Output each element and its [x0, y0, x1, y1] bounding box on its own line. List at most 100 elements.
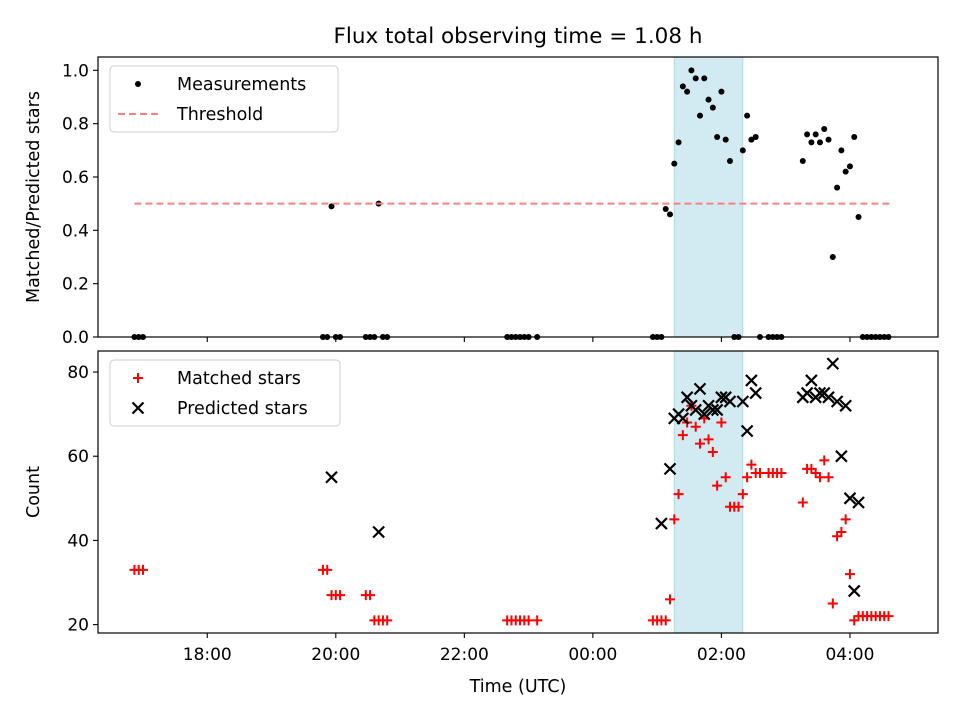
measurements-point	[855, 214, 862, 220]
predicted-stars-point	[839, 399, 852, 412]
measurements-legend-marker	[135, 81, 141, 87]
predicted-stars-legend-marker	[131, 401, 145, 415]
matched-stars-point	[883, 611, 894, 622]
y-tick-label: 60	[67, 447, 89, 467]
predicted-stars-point	[826, 357, 840, 370]
matched-stars-point	[716, 417, 727, 428]
measurements-point	[684, 88, 691, 95]
predicted-stars-point	[822, 391, 835, 404]
matched-stars-point	[754, 468, 765, 479]
predicted-stars-point	[749, 386, 762, 400]
measurements-point	[662, 206, 669, 212]
predicted-stars-point	[805, 374, 818, 387]
measurements-point	[808, 139, 815, 146]
measurements-point	[675, 139, 682, 146]
matched-stars-point	[322, 564, 333, 575]
measurements-point	[829, 254, 836, 260]
matched-stars-point	[660, 615, 671, 626]
x-tick-label: 00:00	[568, 645, 617, 665]
x-tick-label: 18:00	[183, 645, 232, 665]
matched-stars-point	[712, 480, 723, 491]
matched-stars-point	[677, 430, 688, 441]
predicted-stars-point	[723, 395, 737, 408]
measurements-point	[722, 136, 729, 143]
measurements-point	[718, 88, 725, 95]
matched-stars-point	[797, 497, 808, 508]
predicted-stars-point	[706, 403, 720, 417]
top-panel-y-ticks: 0.0 0.2 0.4 0.6 0.8 1.0	[62, 61, 98, 348]
matched-stars-point	[746, 459, 757, 470]
top-panel-frame	[97, 56, 939, 338]
y-tick-label: 80	[67, 363, 89, 383]
measurements-point	[328, 203, 335, 210]
predicted-stars-point	[325, 470, 338, 484]
x-tick-label: 20:00	[311, 645, 360, 665]
measurements-point	[726, 158, 733, 164]
measurements-point	[804, 131, 811, 138]
y-tick-label: 0.8	[62, 115, 89, 135]
measurements-point	[846, 163, 853, 170]
matched-stars-point	[690, 421, 701, 432]
y-tick-label: 0.2	[62, 275, 89, 295]
matched-stars-point	[335, 590, 346, 601]
matched-stars-point	[844, 569, 855, 580]
predicted-stars-point	[830, 395, 844, 408]
matched-stars-point	[664, 594, 675, 605]
predicted-stars-point	[813, 386, 827, 400]
predicted-stars-point	[710, 403, 724, 417]
y-tick-label: 20	[67, 616, 89, 636]
predicted-stars-point	[715, 391, 728, 404]
matched-stars-point	[365, 590, 376, 601]
predicted-stars-point	[655, 517, 668, 530]
x-tick-label: 04:00	[825, 645, 874, 665]
matched-stars-point	[823, 472, 834, 483]
measurements-point	[748, 136, 755, 143]
matched-stars-point	[742, 472, 753, 483]
x-axis-label: Time (UTC)	[469, 677, 567, 697]
matched-stars-point	[694, 438, 705, 449]
y-tick-label: 1.0	[62, 61, 89, 81]
threshold-legend-label: Threshold	[176, 105, 263, 125]
measurements-point	[688, 67, 695, 74]
matched-stars-point	[523, 615, 534, 626]
predicted-stars-point	[852, 496, 865, 509]
predicted-stars-point	[835, 449, 848, 463]
matched-stars-point	[819, 455, 830, 466]
predicted-stars-point	[740, 424, 754, 438]
matched-stars-legend-marker	[133, 373, 143, 383]
measurements-point	[851, 134, 858, 140]
legend-box	[109, 65, 339, 133]
matched-stars-legend-label: Matched stars	[177, 369, 301, 389]
measurements-point	[679, 83, 686, 90]
measurements-point	[842, 168, 849, 175]
chart-title: Flux total observing time = 1.08 h	[334, 24, 703, 49]
bottom-panel-y-axis-label: Count	[24, 466, 44, 518]
predicted-stars-point	[843, 492, 857, 505]
measurements-point	[834, 184, 841, 191]
predicted-stars-point	[676, 412, 690, 425]
measurements-point	[812, 131, 819, 138]
measurements-point	[709, 104, 716, 111]
matched-stars-point	[532, 615, 543, 626]
matched-stars-point	[137, 564, 148, 575]
x-tick-label: 22:00	[440, 645, 489, 665]
predicted-stars-point	[689, 403, 702, 417]
bottom-panel-legend: Matched stars Predicted stars	[109, 359, 341, 427]
predicted-stars-point	[697, 407, 711, 421]
matched-stars-point	[836, 526, 847, 537]
y-tick-label: 0.4	[62, 221, 89, 241]
matched-stars-point	[703, 434, 714, 445]
top-panel-x-ticks	[206, 337, 851, 342]
matched-stars-point	[737, 489, 748, 500]
measurements-point	[739, 147, 746, 154]
y-tick-label: 40	[67, 531, 89, 551]
measurements-point	[799, 158, 806, 164]
bottom-panel-y-ticks: 20 40 60 80	[67, 363, 98, 636]
matched-stars-point	[673, 489, 684, 500]
measurements-point	[666, 211, 673, 218]
bottom-panel-frame	[97, 350, 939, 634]
matched-stars-point	[382, 615, 393, 626]
measurements-point	[752, 134, 759, 140]
